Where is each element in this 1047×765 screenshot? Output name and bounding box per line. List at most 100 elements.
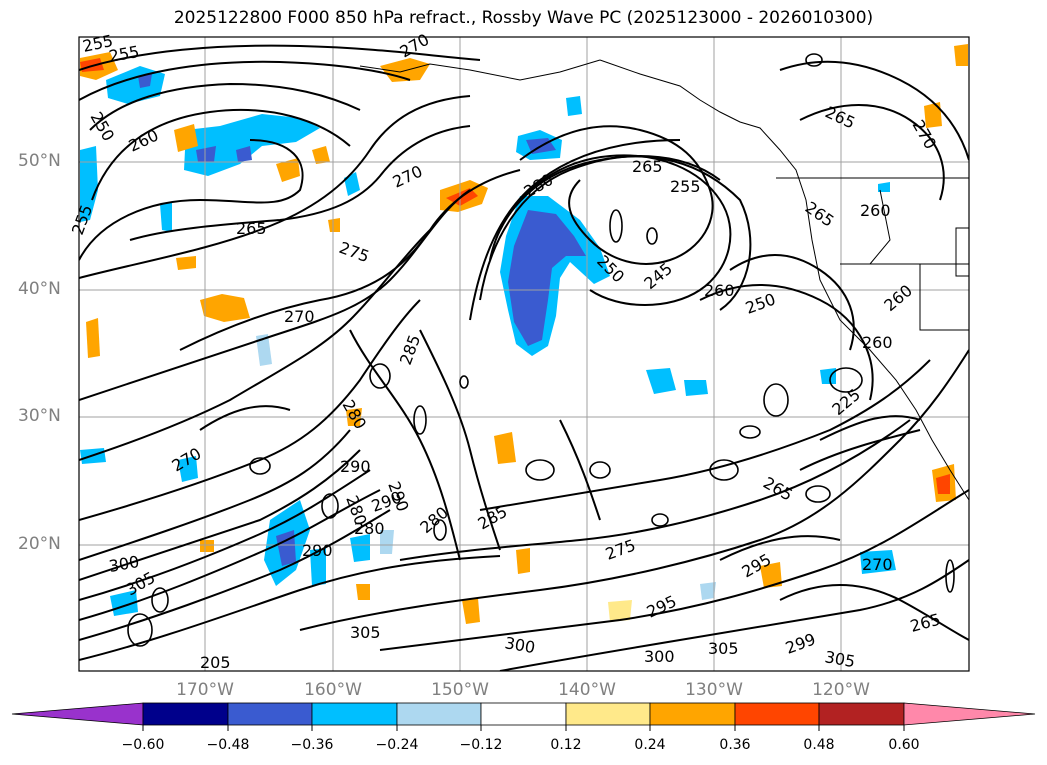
anomaly-negative <box>196 146 216 162</box>
contour-label: 260 <box>126 125 162 155</box>
contour-label: 260 <box>860 201 891 220</box>
contour-label: 265 <box>632 157 663 176</box>
contour-label: 265 <box>908 610 942 636</box>
anomaly-negative <box>138 74 152 88</box>
contour-label: 270 <box>390 161 426 191</box>
anomaly-positive <box>760 562 782 588</box>
contour-label: 285 <box>396 332 424 367</box>
anomaly-positive <box>176 256 196 270</box>
contour-label: 265 <box>236 219 267 238</box>
anomaly-positive <box>356 584 370 600</box>
contour-label: 250 <box>87 109 119 145</box>
contour-label: 270 <box>284 307 315 326</box>
anomaly-positive <box>200 540 214 552</box>
contour-lines <box>79 44 969 671</box>
anomaly-negative <box>80 146 98 222</box>
colorbar-segment <box>396 702 482 726</box>
anomaly-negative <box>684 380 708 396</box>
contour-label: 255 <box>670 177 701 196</box>
shaded-anomalies <box>80 44 968 624</box>
anomaly-positive <box>462 598 480 624</box>
anomaly-positive <box>328 218 340 232</box>
colorbar-tick-label: −0.12 <box>459 737 503 753</box>
contour-label: 305 <box>823 647 856 671</box>
colorbar-tick-label: −0.48 <box>206 737 250 753</box>
contour-label: 300 <box>503 633 536 657</box>
lon-label-150w: 150°W <box>431 680 489 700</box>
anomaly-positive <box>954 44 968 66</box>
colorbar-extend-left <box>11 702 144 726</box>
lat-label-50n: 50°N <box>18 151 61 171</box>
anomaly-positive <box>276 158 300 182</box>
anomaly-positive <box>174 124 198 152</box>
contour-label: 265 <box>802 198 838 231</box>
contour-label: 305 <box>350 623 381 642</box>
anomaly-negative <box>566 96 582 116</box>
anomaly-positive <box>86 318 100 358</box>
anomaly-negative <box>310 548 326 586</box>
colorbar-tick-label: 0.60 <box>888 737 920 753</box>
colorbar-segment <box>311 702 398 726</box>
colorbar-segment <box>565 702 651 726</box>
colorbar-tick-label: 0.12 <box>550 737 582 753</box>
contour-labels: 255 255 250 255 260 265 270 275 270 270 … <box>68 30 943 672</box>
contour-blobs <box>127 53 955 647</box>
lon-label-120w: 120°W <box>812 680 870 700</box>
contour-label: 299 <box>783 629 818 657</box>
colorbar-segment <box>649 702 736 726</box>
colorbar-tick-label: −0.60 <box>121 737 165 753</box>
anomaly-negative <box>820 368 836 384</box>
anomaly-positive <box>516 548 530 574</box>
anomaly-positive <box>936 474 950 494</box>
anomaly-negative <box>276 530 296 566</box>
anomaly-negative <box>508 210 586 346</box>
anomaly-negative <box>380 530 394 554</box>
colorbar-tick-label: 0.36 <box>719 737 751 753</box>
contour-label: 300 <box>107 552 140 576</box>
anomaly-negative <box>350 534 370 562</box>
lon-label-140w: 140°W <box>558 680 616 700</box>
contour-label: 275 <box>603 535 638 563</box>
colorbar <box>11 702 1036 731</box>
contour-label: 280 <box>354 519 385 538</box>
coastlines <box>359 59 969 501</box>
contour-label: 300 <box>644 647 675 666</box>
contour-label: 290 <box>340 457 371 476</box>
contour-label: 260 <box>862 333 893 352</box>
contour-label: 270 <box>397 30 433 62</box>
anomaly-negative <box>878 182 890 192</box>
anomaly-negative <box>236 146 252 162</box>
lon-label-160w: 160°W <box>304 680 362 700</box>
anomaly-negative <box>184 114 320 176</box>
anomaly-negative <box>256 334 272 366</box>
colorbar-segment <box>818 702 905 726</box>
colorbar-segment <box>480 702 567 726</box>
figure-title: 2025122800 F000 850 hPa refract., Rossby… <box>173 8 874 28</box>
anomaly-negative <box>646 368 676 394</box>
contour-label: 205 <box>200 653 231 672</box>
lon-label-130w: 130°W <box>685 680 743 700</box>
anomaly-negative <box>110 590 138 616</box>
lat-label-40n: 40°N <box>18 279 61 299</box>
lat-label-30n: 30°N <box>18 406 61 426</box>
anomaly-negative <box>344 172 360 196</box>
colorbar-extend-right <box>903 702 1036 726</box>
colorbar-segment <box>734 702 820 726</box>
colorbar-segment <box>142 702 229 726</box>
anomaly-positive <box>608 600 632 622</box>
contour-label: 270 <box>862 555 893 574</box>
anomaly-positive <box>494 432 516 464</box>
plot-frame <box>78 36 970 672</box>
colorbar-tick-label: −0.24 <box>375 737 419 753</box>
anomaly-negative <box>160 202 172 232</box>
contour-label: 250 <box>743 289 778 317</box>
contour-label: 305 <box>708 639 739 658</box>
anomaly-positive <box>312 146 330 164</box>
contour-label: 255 <box>68 202 96 237</box>
anomaly-negative <box>178 456 198 482</box>
anomaly-negative <box>700 582 716 600</box>
colorbar-tick-label: 0.48 <box>803 737 835 753</box>
contour-label: 265 <box>822 102 858 132</box>
anomaly-negative <box>860 550 896 574</box>
